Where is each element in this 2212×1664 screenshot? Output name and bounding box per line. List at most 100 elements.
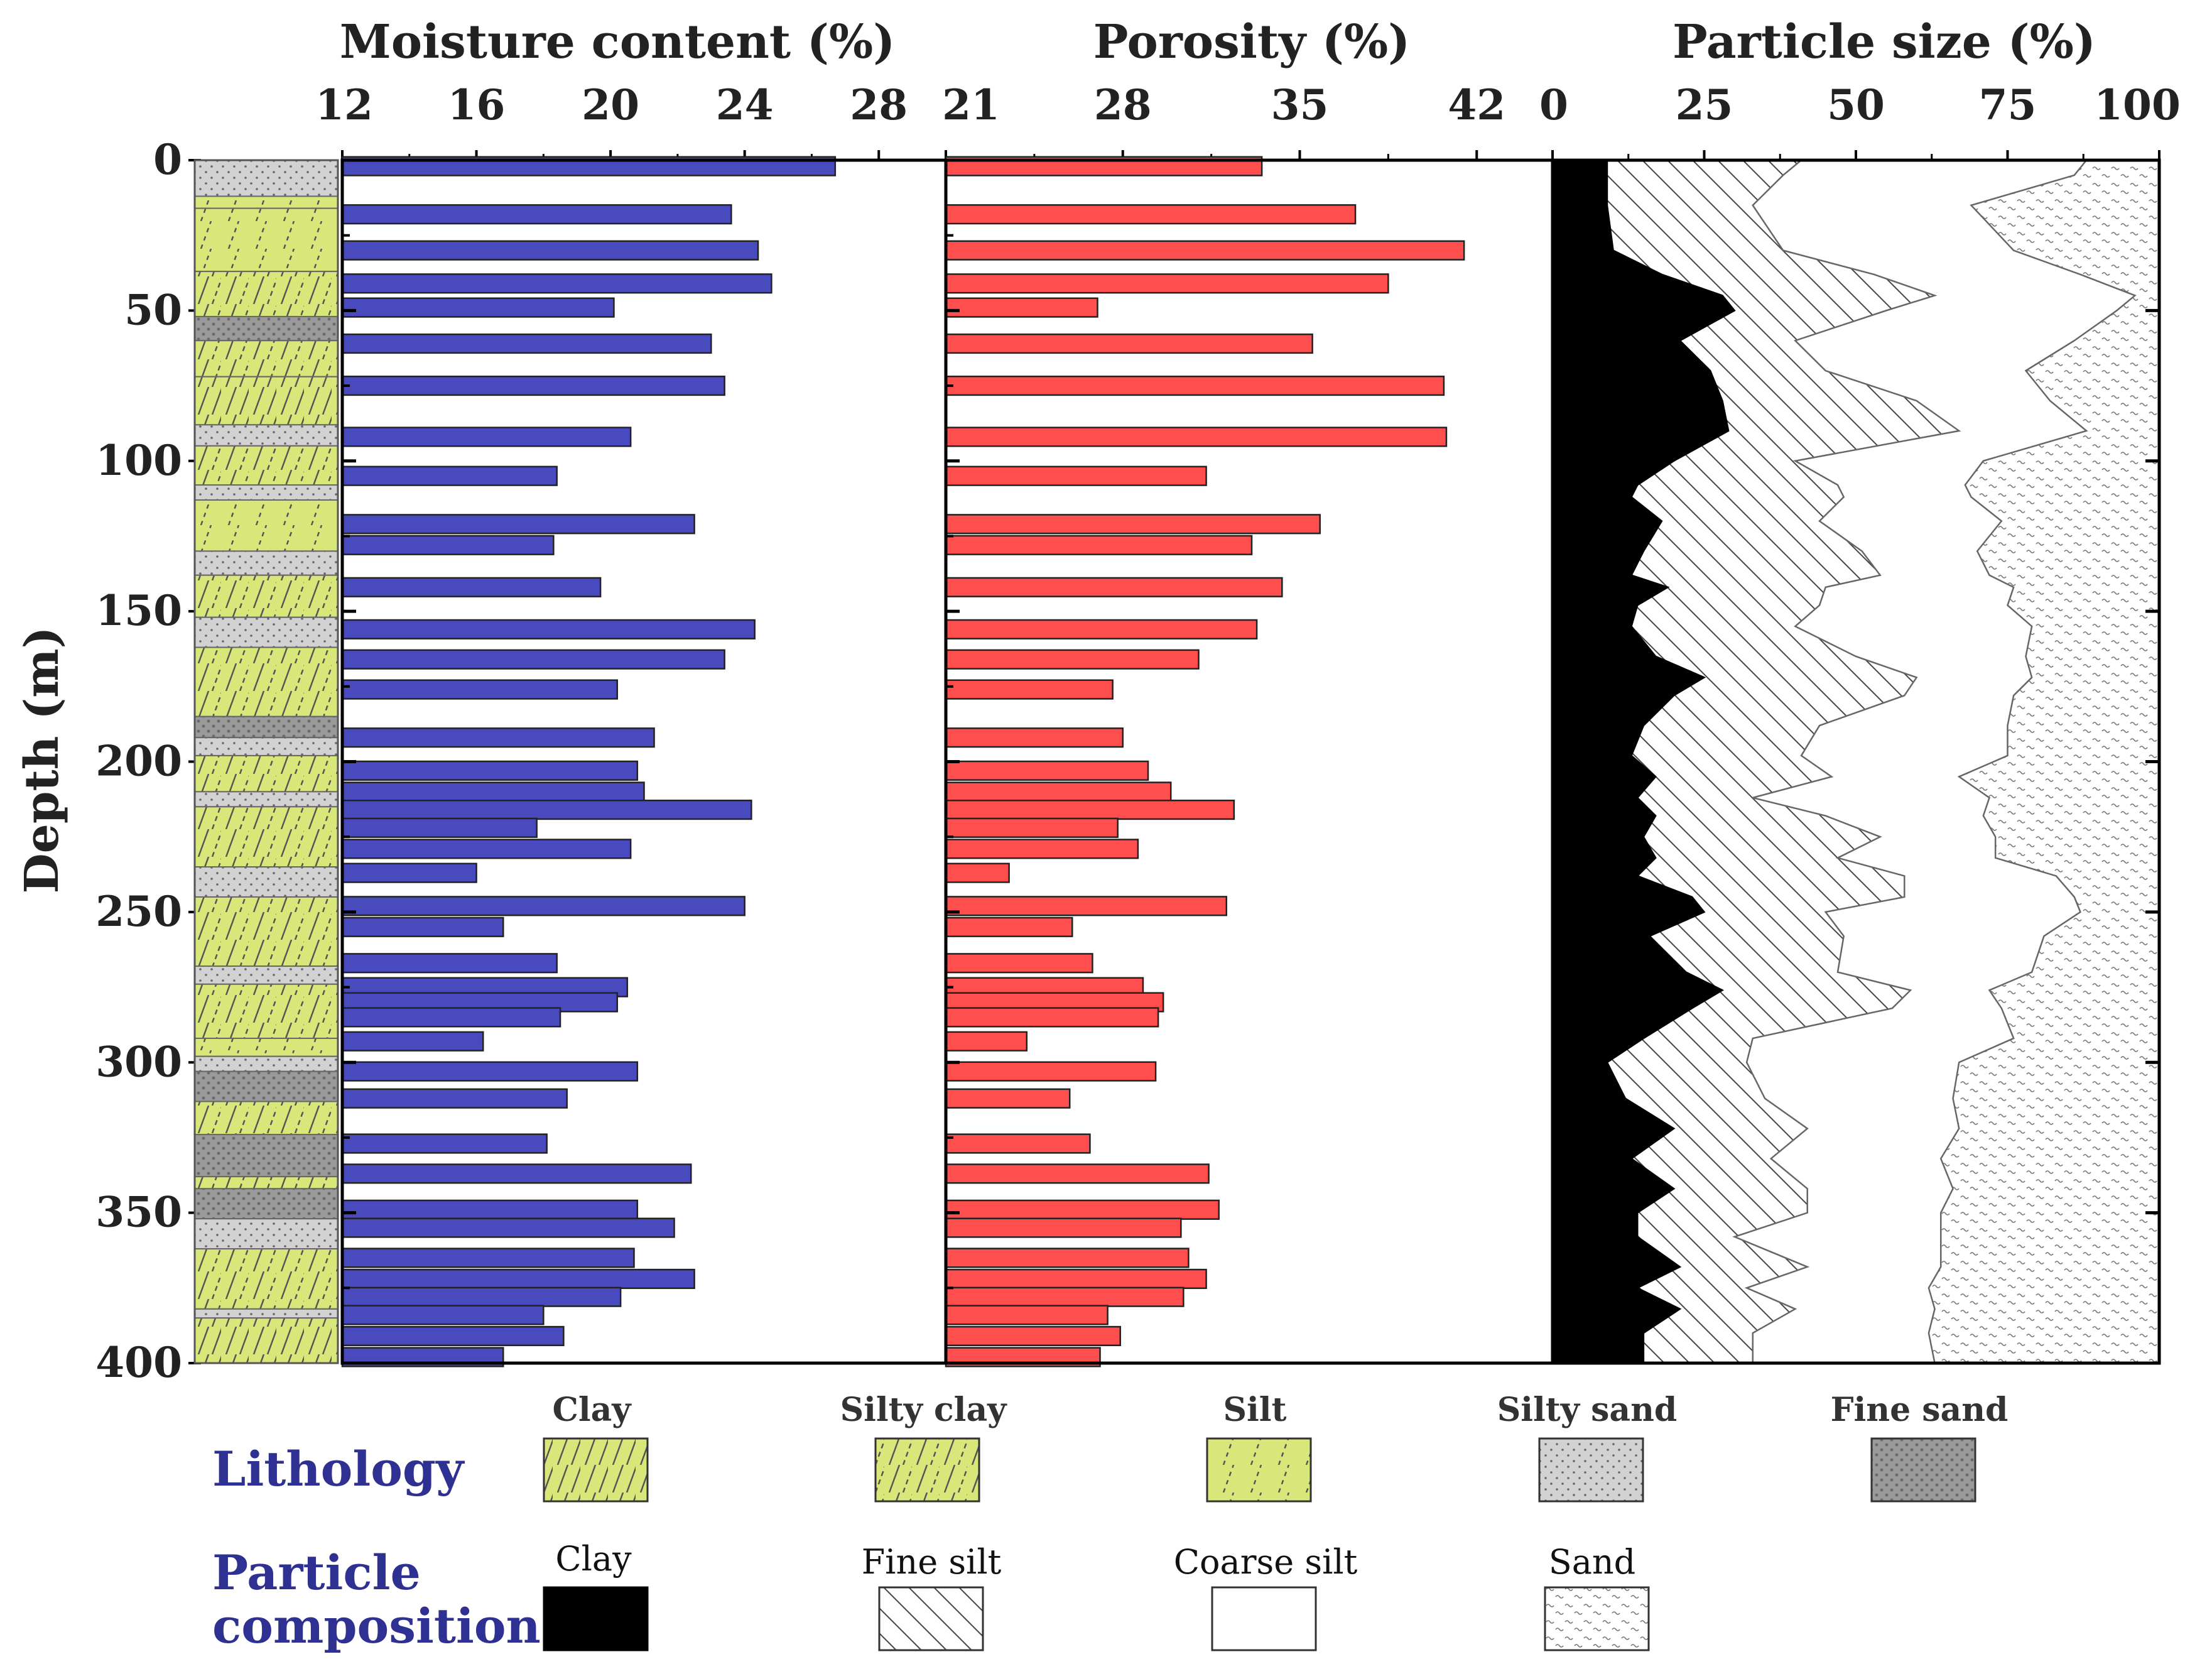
lithology-layer (194, 715, 339, 739)
moisture-bar (341, 1305, 545, 1325)
lithology-layer (194, 484, 339, 501)
legend-particle-fine-silt-label: Fine silt (862, 1542, 1002, 1582)
lithology-layer (194, 806, 339, 868)
lithology-layer (194, 340, 339, 378)
porosity-bar (945, 953, 1093, 974)
moisture-bar (341, 839, 632, 859)
moisture-bar (341, 1286, 622, 1307)
depth-tick-label: 300 (95, 1037, 182, 1086)
lithology-layer (194, 499, 339, 552)
particle-areas (1551, 159, 2160, 1364)
legend-lithology-silty-sand: Silty sand (1497, 1391, 1678, 1503)
particle-legend-heading-2: composition (212, 1598, 541, 1654)
moisture-bar (341, 649, 725, 670)
porosity-bar (945, 297, 1098, 318)
lithology-layer (194, 1101, 339, 1136)
porosity-bar (945, 896, 1228, 916)
moisture-bar (341, 1031, 484, 1052)
lithology-layer (194, 965, 339, 985)
lithology-layer (194, 616, 339, 648)
moisture-bar (341, 1088, 568, 1109)
legend-lithology-silty-sand-label: Silty sand (1497, 1391, 1678, 1429)
lithology-layer (194, 896, 339, 967)
lithology-layer (194, 195, 339, 209)
depth-tick-label: 350 (95, 1188, 182, 1237)
porosity-bar (945, 273, 1389, 294)
legend-particle-clay: Clay (543, 1539, 649, 1651)
depth-tick-label: 100 (95, 436, 182, 485)
moisture-bar (341, 727, 655, 748)
lithology-layer (194, 1176, 339, 1190)
porosity-bar (945, 1061, 1157, 1082)
porosity-bar (945, 649, 1200, 670)
depth-tick-label: 0 (153, 135, 182, 184)
legend-lithology-clay: Clay (543, 1391, 649, 1503)
moisture-bar (341, 535, 555, 555)
lithology-layer (194, 445, 339, 486)
lithology-layer (194, 1188, 339, 1220)
porosity-bar (945, 1133, 1091, 1154)
porosity-bar (945, 465, 1207, 486)
x-tick-label: 100 (2094, 80, 2181, 129)
porosity-bar (945, 375, 1445, 396)
moisture-bar (341, 375, 725, 396)
legend-lithology-fine-sand-label: Fine sand (1831, 1391, 2009, 1429)
porosity-bar (945, 1325, 1121, 1347)
lithology-layer (194, 1055, 339, 1072)
lithology-layer (194, 424, 339, 447)
porosity-bar (945, 679, 1114, 700)
lithology-column (193, 159, 339, 1364)
lithology-layer (194, 1037, 339, 1057)
porosity-bar (945, 839, 1139, 859)
legend-particle-sand-label: Sand (1549, 1542, 1636, 1582)
x-tick-label: 12 (315, 80, 373, 129)
moisture-bar (341, 240, 759, 261)
moisture-x-ticks: 12 16 20 24 28 (315, 80, 908, 160)
particle-area-clay (1551, 159, 1736, 1364)
legend-particle-sand: Sand (1544, 1542, 1650, 1651)
porosity-bar (945, 1268, 1207, 1290)
moisture-bar (341, 1133, 548, 1154)
lithology-layer (194, 1317, 339, 1364)
lithology-layer (194, 315, 339, 342)
x-tick-label: 16 (448, 80, 506, 129)
legend-lithology-silty-clay-label: Silty clay (840, 1391, 1008, 1429)
porosity-title: Porosity (%) (1093, 15, 1410, 69)
lithology-layer (194, 791, 339, 808)
moisture-bar (341, 862, 477, 883)
x-tick-label: 42 (1448, 80, 1505, 129)
porosity-bar (945, 1163, 1210, 1184)
particle-title: Particle size (%) (1673, 15, 2096, 69)
moisture-bar (341, 427, 632, 447)
lithology-layer (194, 1134, 339, 1178)
depth-tick-label: 150 (95, 586, 182, 635)
x-tick-label: 28 (1094, 80, 1152, 129)
moisture-bar (341, 297, 615, 318)
porosity-bar (945, 760, 1149, 781)
porosity-bar (945, 204, 1357, 225)
depth-tick-label: 50 (124, 285, 182, 334)
legend-lithology-silt-label: Silt (1223, 1391, 1286, 1429)
moisture-bar (341, 1248, 635, 1268)
particle-x-ticks: 0 25 50 75 100 (1539, 80, 2181, 160)
porosity-bar (945, 1305, 1109, 1325)
lithology-layer (194, 983, 339, 1039)
depth-tick-label: 200 (95, 737, 182, 786)
porosity-bar (945, 577, 1283, 597)
moisture-bar (341, 273, 773, 294)
lithology-layer (194, 1308, 339, 1319)
x-tick-label: 25 (1676, 80, 1733, 129)
moisture-bar (341, 896, 745, 916)
porosity-bar (945, 1088, 1071, 1109)
moisture-bar (341, 1325, 565, 1347)
moisture-bar (341, 760, 639, 781)
x-tick-label: 24 (716, 80, 774, 129)
porosity-bar (945, 1248, 1190, 1268)
lithology-layer (194, 646, 339, 717)
porosity-bar (945, 727, 1124, 748)
porosity-bar (945, 817, 1119, 838)
x-tick-label: 28 (850, 80, 908, 129)
lithology-layer (194, 271, 339, 317)
porosity-bar (945, 916, 1073, 937)
x-tick-label: 35 (1271, 80, 1329, 129)
